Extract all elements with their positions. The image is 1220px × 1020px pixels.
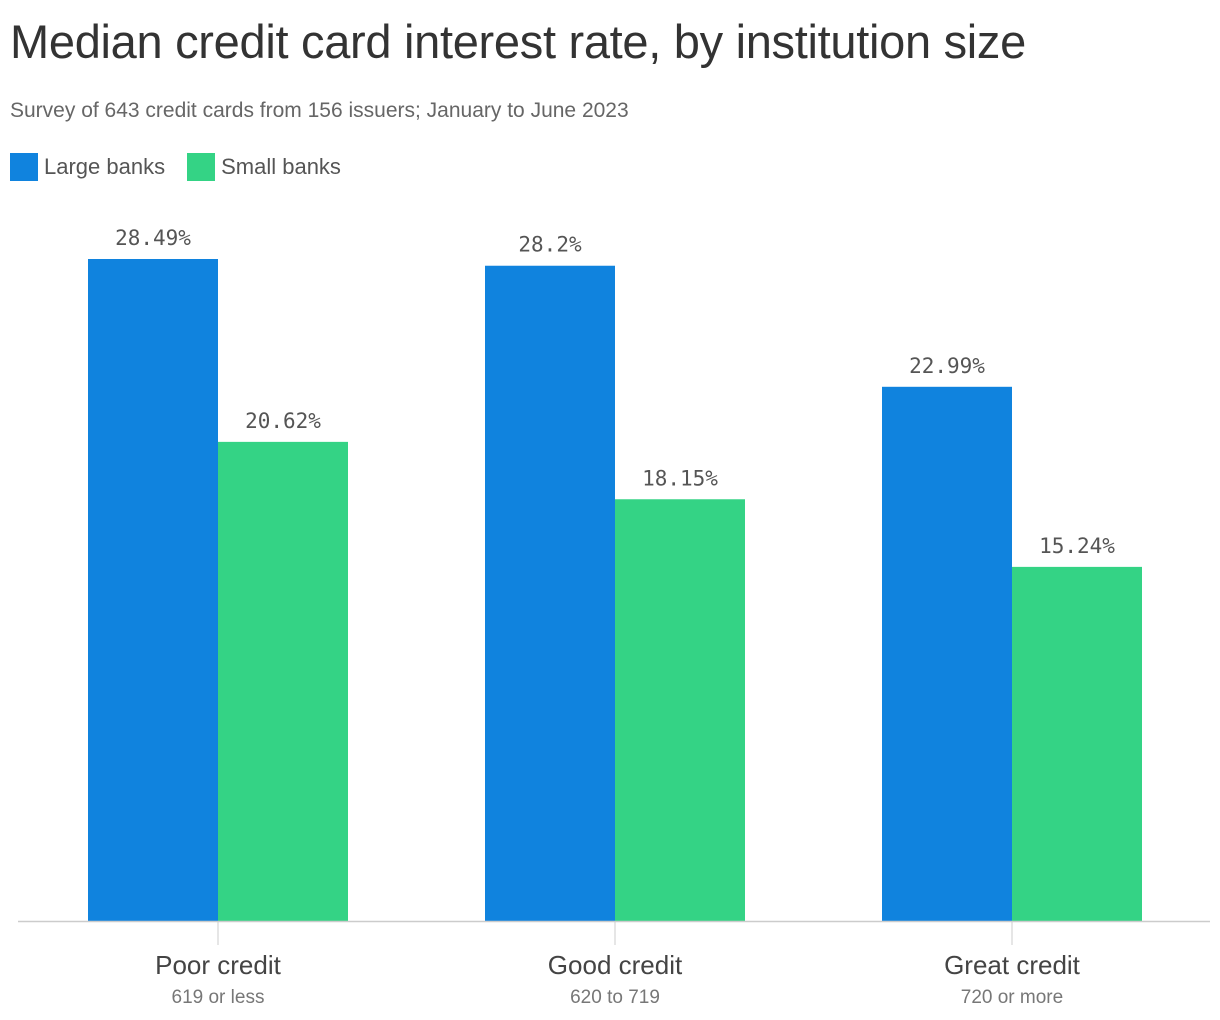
data-label-great-credit-small-banks: 15.24% [1039, 534, 1115, 558]
x-tick-sublabel-good-credit: 620 to 719 [570, 987, 660, 1008]
legend-swatch-small-banks [187, 153, 216, 181]
legend-label-small-banks: Small banks [221, 154, 341, 179]
x-tick-sublabel-great-credit: 720 or more [961, 987, 1063, 1008]
bar-poor-credit-small-banks [218, 441, 348, 921]
chart-title: Median credit card interest rate, by ins… [10, 15, 1026, 68]
legend-swatch-large-banks [10, 153, 38, 181]
data-label-poor-credit-large-banks: 28.49% [115, 226, 191, 250]
bar-poor-credit-large-banks [88, 259, 218, 921]
x-tick-label-great-credit: Great credit [944, 950, 1081, 980]
data-label-good-credit-large-banks: 28.2% [518, 233, 582, 257]
bar-great-credit-large-banks [882, 386, 1012, 922]
x-tick-sublabel-poor-credit: 619 or less [172, 987, 265, 1008]
data-label-great-credit-large-banks: 22.99% [909, 354, 985, 378]
data-label-good-credit-small-banks: 18.15% [642, 466, 718, 490]
data-label-poor-credit-small-banks: 20.62% [245, 409, 321, 433]
bar-great-credit-small-banks [1012, 566, 1142, 921]
x-tick-label-good-credit: Good credit [548, 950, 683, 980]
chart-subtitle: Survey of 643 credit cards from 156 issu… [10, 99, 629, 122]
x-tick-label-poor-credit: Poor credit [155, 950, 281, 980]
legend-item-small-banks: Small banks [187, 153, 341, 181]
legend-item-large-banks: Large banks [10, 153, 165, 181]
legend: Large banks Small banks [10, 153, 363, 181]
legend-label-large-banks: Large banks [44, 154, 166, 179]
bar-good-credit-large-banks [485, 265, 615, 921]
bar-good-credit-small-banks [615, 499, 745, 921]
